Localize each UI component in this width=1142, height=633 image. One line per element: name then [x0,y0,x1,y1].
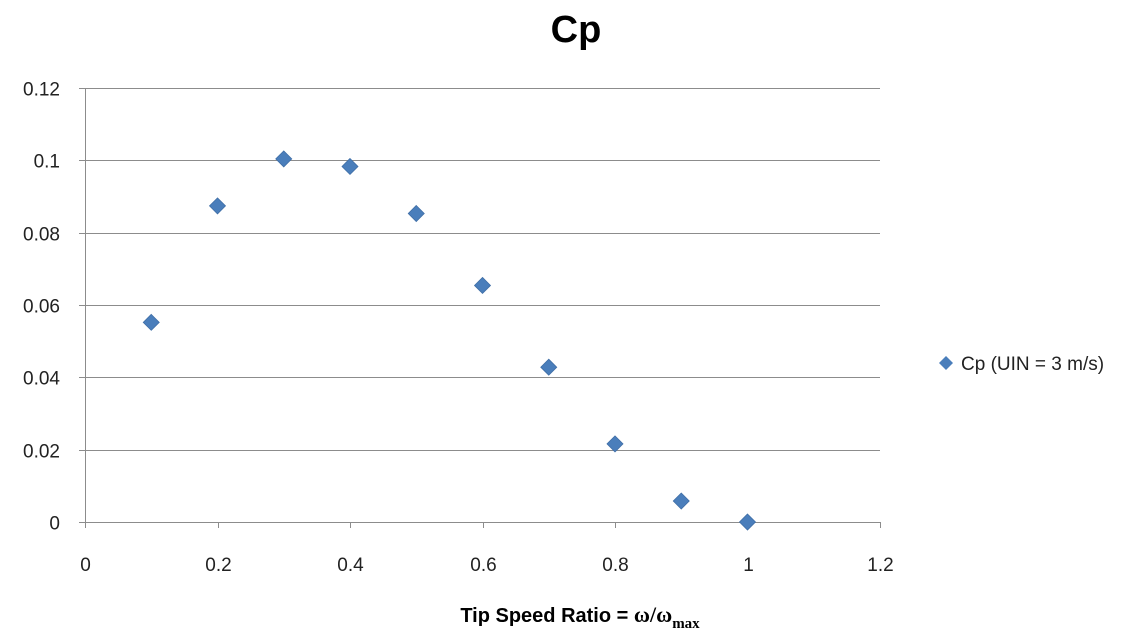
data-point [407,204,425,223]
data-point [738,513,757,531]
y-tick-label: 0.02 [23,442,60,463]
x-tick-label: 0.2 [205,555,231,576]
x-axis-label-omega: ω [634,602,650,627]
x-tick-label: 0.4 [337,555,364,576]
x-tick-label: 0 [80,555,91,576]
x-tick-label: 1 [743,555,754,576]
x-tick-label: 1.2 [867,555,893,576]
data-point [341,157,359,176]
x-tick-labels: 0 0.2 0.4 0.6 0.8 1 1.2 [80,555,894,576]
legend-label: Cp (UIN = 3 m/s) [961,354,1104,375]
legend: Cp (UIN = 3 m/s) [939,354,1104,375]
y-tick-label: 0.04 [23,369,60,390]
x-axis-label-subscript: max [672,616,700,632]
data-point [208,197,227,215]
y-tick-label: 0.08 [23,225,60,246]
y-tick-label: 0.1 [34,152,60,173]
data-point [275,150,293,168]
data-point [540,358,558,376]
y-tick-labels: 0 0.02 0.04 0.06 0.08 0.1 0.12 [23,80,60,535]
x-axis-label: Tip Speed Ratio = ω/ωmax [460,602,700,632]
axes [79,88,881,528]
x-tick-label: 0.6 [470,555,496,576]
y-tick-label: 0.12 [23,80,60,101]
legend-marker-diamond [939,356,953,370]
x-axis-label-slash: / [649,602,657,627]
data-point [142,313,160,331]
x-axis-label-prefix: Tip Speed Ratio = [460,605,634,627]
data-points [142,150,757,531]
data-point [672,492,690,510]
x-tick-label: 0.8 [602,555,628,576]
grid-lines [85,88,880,451]
y-tick-label: 0.06 [23,297,60,318]
data-point [606,435,624,453]
data-point [473,276,492,295]
chart-title: Cp [551,9,602,51]
y-tick-label: 0 [49,514,60,535]
x-axis-label-omega-max: ω [656,602,672,627]
